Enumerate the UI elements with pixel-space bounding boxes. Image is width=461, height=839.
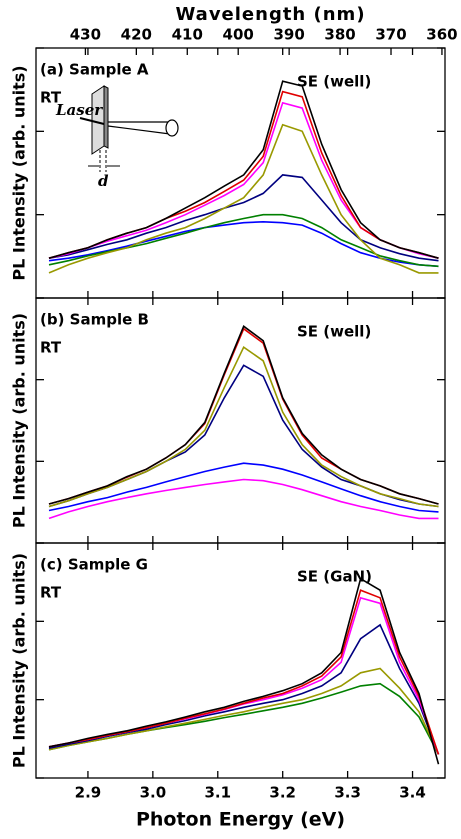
x-axis-label: Photon Energy (eV) xyxy=(136,809,345,831)
laser-label: Laser xyxy=(55,101,103,119)
condition-label: RT xyxy=(40,584,62,602)
x2-tick-label: 430 xyxy=(70,26,101,44)
spectrum-line xyxy=(48,682,440,755)
spectrum-line xyxy=(48,80,439,259)
x2-tick-label: 390 xyxy=(273,26,304,44)
x-tick-label: 2.9 xyxy=(75,784,102,802)
x-tick-label: 3.2 xyxy=(269,784,296,802)
panel-label: (a) Sample A xyxy=(40,61,149,79)
x-tick-label: 3.1 xyxy=(204,784,231,802)
x2-tick-label: 370 xyxy=(375,26,406,44)
spectrum-line xyxy=(48,589,440,755)
x2-tick-label: 360 xyxy=(426,26,457,44)
peak-label: SE (GaN) xyxy=(297,568,372,586)
spectrum-line xyxy=(48,462,439,513)
peak-label: SE (well) xyxy=(297,73,371,91)
x2-tick-label: 380 xyxy=(324,26,355,44)
y-axis-label: PL Intensity (arb. units) xyxy=(10,553,29,768)
x2-tick-label: 400 xyxy=(223,26,254,44)
x2-tick-label: 410 xyxy=(172,26,203,44)
peak-label: SE (well) xyxy=(297,323,371,341)
spectrum-line xyxy=(48,220,439,268)
plot-frame xyxy=(35,542,446,779)
spectrum-line xyxy=(48,577,440,765)
x2-axis-label: Wavelength (nm) xyxy=(175,4,365,25)
x2-tick-label: 420 xyxy=(121,26,152,44)
spectrum-line xyxy=(48,123,439,274)
y-axis-label: PL Intensity (arb. units) xyxy=(10,313,29,528)
panel-label: (b) Sample B xyxy=(40,311,149,329)
y-axis-label: PL Intensity (arb. units) xyxy=(10,65,29,280)
x-tick-label: 3.3 xyxy=(334,784,361,802)
spectrum-line xyxy=(48,623,440,755)
thickness-label: d xyxy=(98,172,109,190)
condition-label: RT xyxy=(40,339,62,357)
sample-inset xyxy=(79,85,179,172)
condition-label: RT xyxy=(40,89,62,107)
x-tick-label: 3.0 xyxy=(140,784,167,802)
spectrum-line xyxy=(48,478,439,520)
spectrum-line xyxy=(48,325,439,505)
panel-label: (c) Sample G xyxy=(40,556,148,574)
spectrum-line xyxy=(48,346,439,508)
spectrum-line xyxy=(48,667,440,755)
spectrum-line xyxy=(48,327,439,505)
spectrum-line xyxy=(48,596,440,755)
x-tick-label: 3.4 xyxy=(399,784,426,802)
spectrum-line xyxy=(48,174,439,262)
